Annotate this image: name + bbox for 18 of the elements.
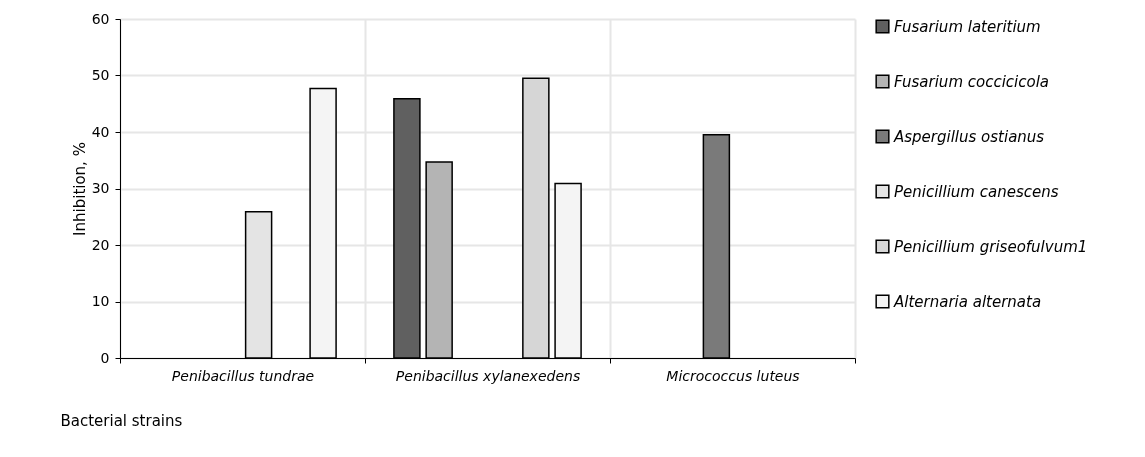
y-tick-label: 50: [91, 67, 110, 83]
legend-label: Fusarium lateritium: [894, 17, 1041, 36]
y-tick-label: 60: [91, 10, 110, 27]
y-tick-label: 20: [91, 236, 110, 253]
x-axis-title: Bacterial strains: [60, 411, 183, 430]
y-tick-label: 30: [91, 180, 110, 196]
y-tick-label: 40: [91, 123, 110, 140]
x-tick-label: Penibacillus xylanexedens: [395, 367, 581, 384]
legend-label: Aspergillus ostianus: [893, 127, 1045, 146]
y-axis-title: Inhibition, %: [70, 142, 89, 236]
legend-label: Penicillium canescens: [894, 182, 1059, 201]
x-tick-label: Penibacillus tundrae: [171, 367, 315, 384]
x-tick-label: Micrococcus luteus: [666, 367, 800, 384]
legend-label: Alternaria alternata: [893, 292, 1042, 311]
legend-label: Fusarium coccicicola: [894, 72, 1050, 91]
legend-label: Penicillium griseofulvum1: [894, 237, 1088, 256]
y-tick-label: 0: [100, 349, 110, 366]
y-tick-label: 10: [91, 293, 110, 309]
